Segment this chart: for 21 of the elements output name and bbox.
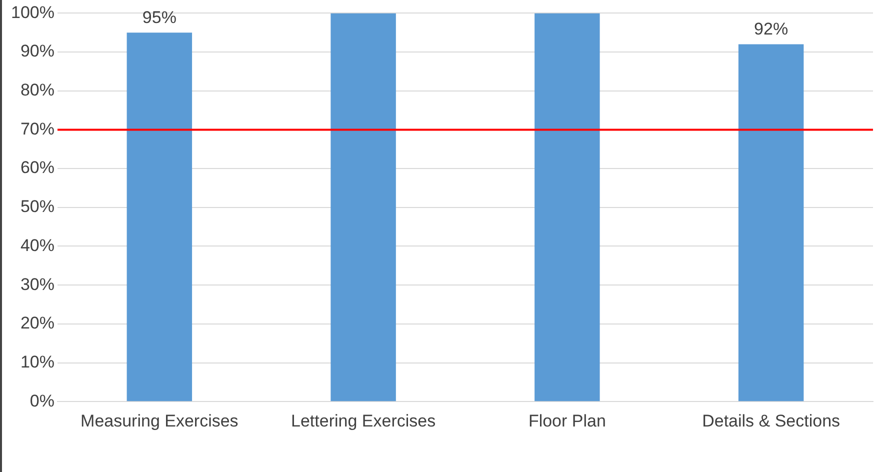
x-tick-label: Floor Plan xyxy=(528,411,606,430)
bar xyxy=(534,13,600,402)
bar xyxy=(738,44,804,402)
x-tick-label: Details & Sections xyxy=(702,411,840,430)
y-tick-label: 90% xyxy=(20,42,54,61)
y-tick-label: 30% xyxy=(20,274,54,294)
x-tick-label: Measuring Exercises xyxy=(80,411,238,430)
bar xyxy=(126,32,192,402)
bar xyxy=(330,13,396,402)
data-label: 95% xyxy=(142,8,176,27)
y-tick-label: 100% xyxy=(10,2,54,22)
y-tick-label: 80% xyxy=(20,80,54,100)
y-tick-label: 20% xyxy=(20,314,54,333)
y-tick-label: 50% xyxy=(20,197,54,216)
y-tick-label: 10% xyxy=(20,352,54,372)
y-tick-label: 70% xyxy=(20,119,54,138)
y-tick-label: 40% xyxy=(20,236,54,255)
y-tick-label: 60% xyxy=(20,158,54,178)
x-tick-label: Lettering Exercises xyxy=(291,411,436,430)
y-tick-label: 0% xyxy=(30,391,54,410)
data-label: 92% xyxy=(754,19,788,38)
